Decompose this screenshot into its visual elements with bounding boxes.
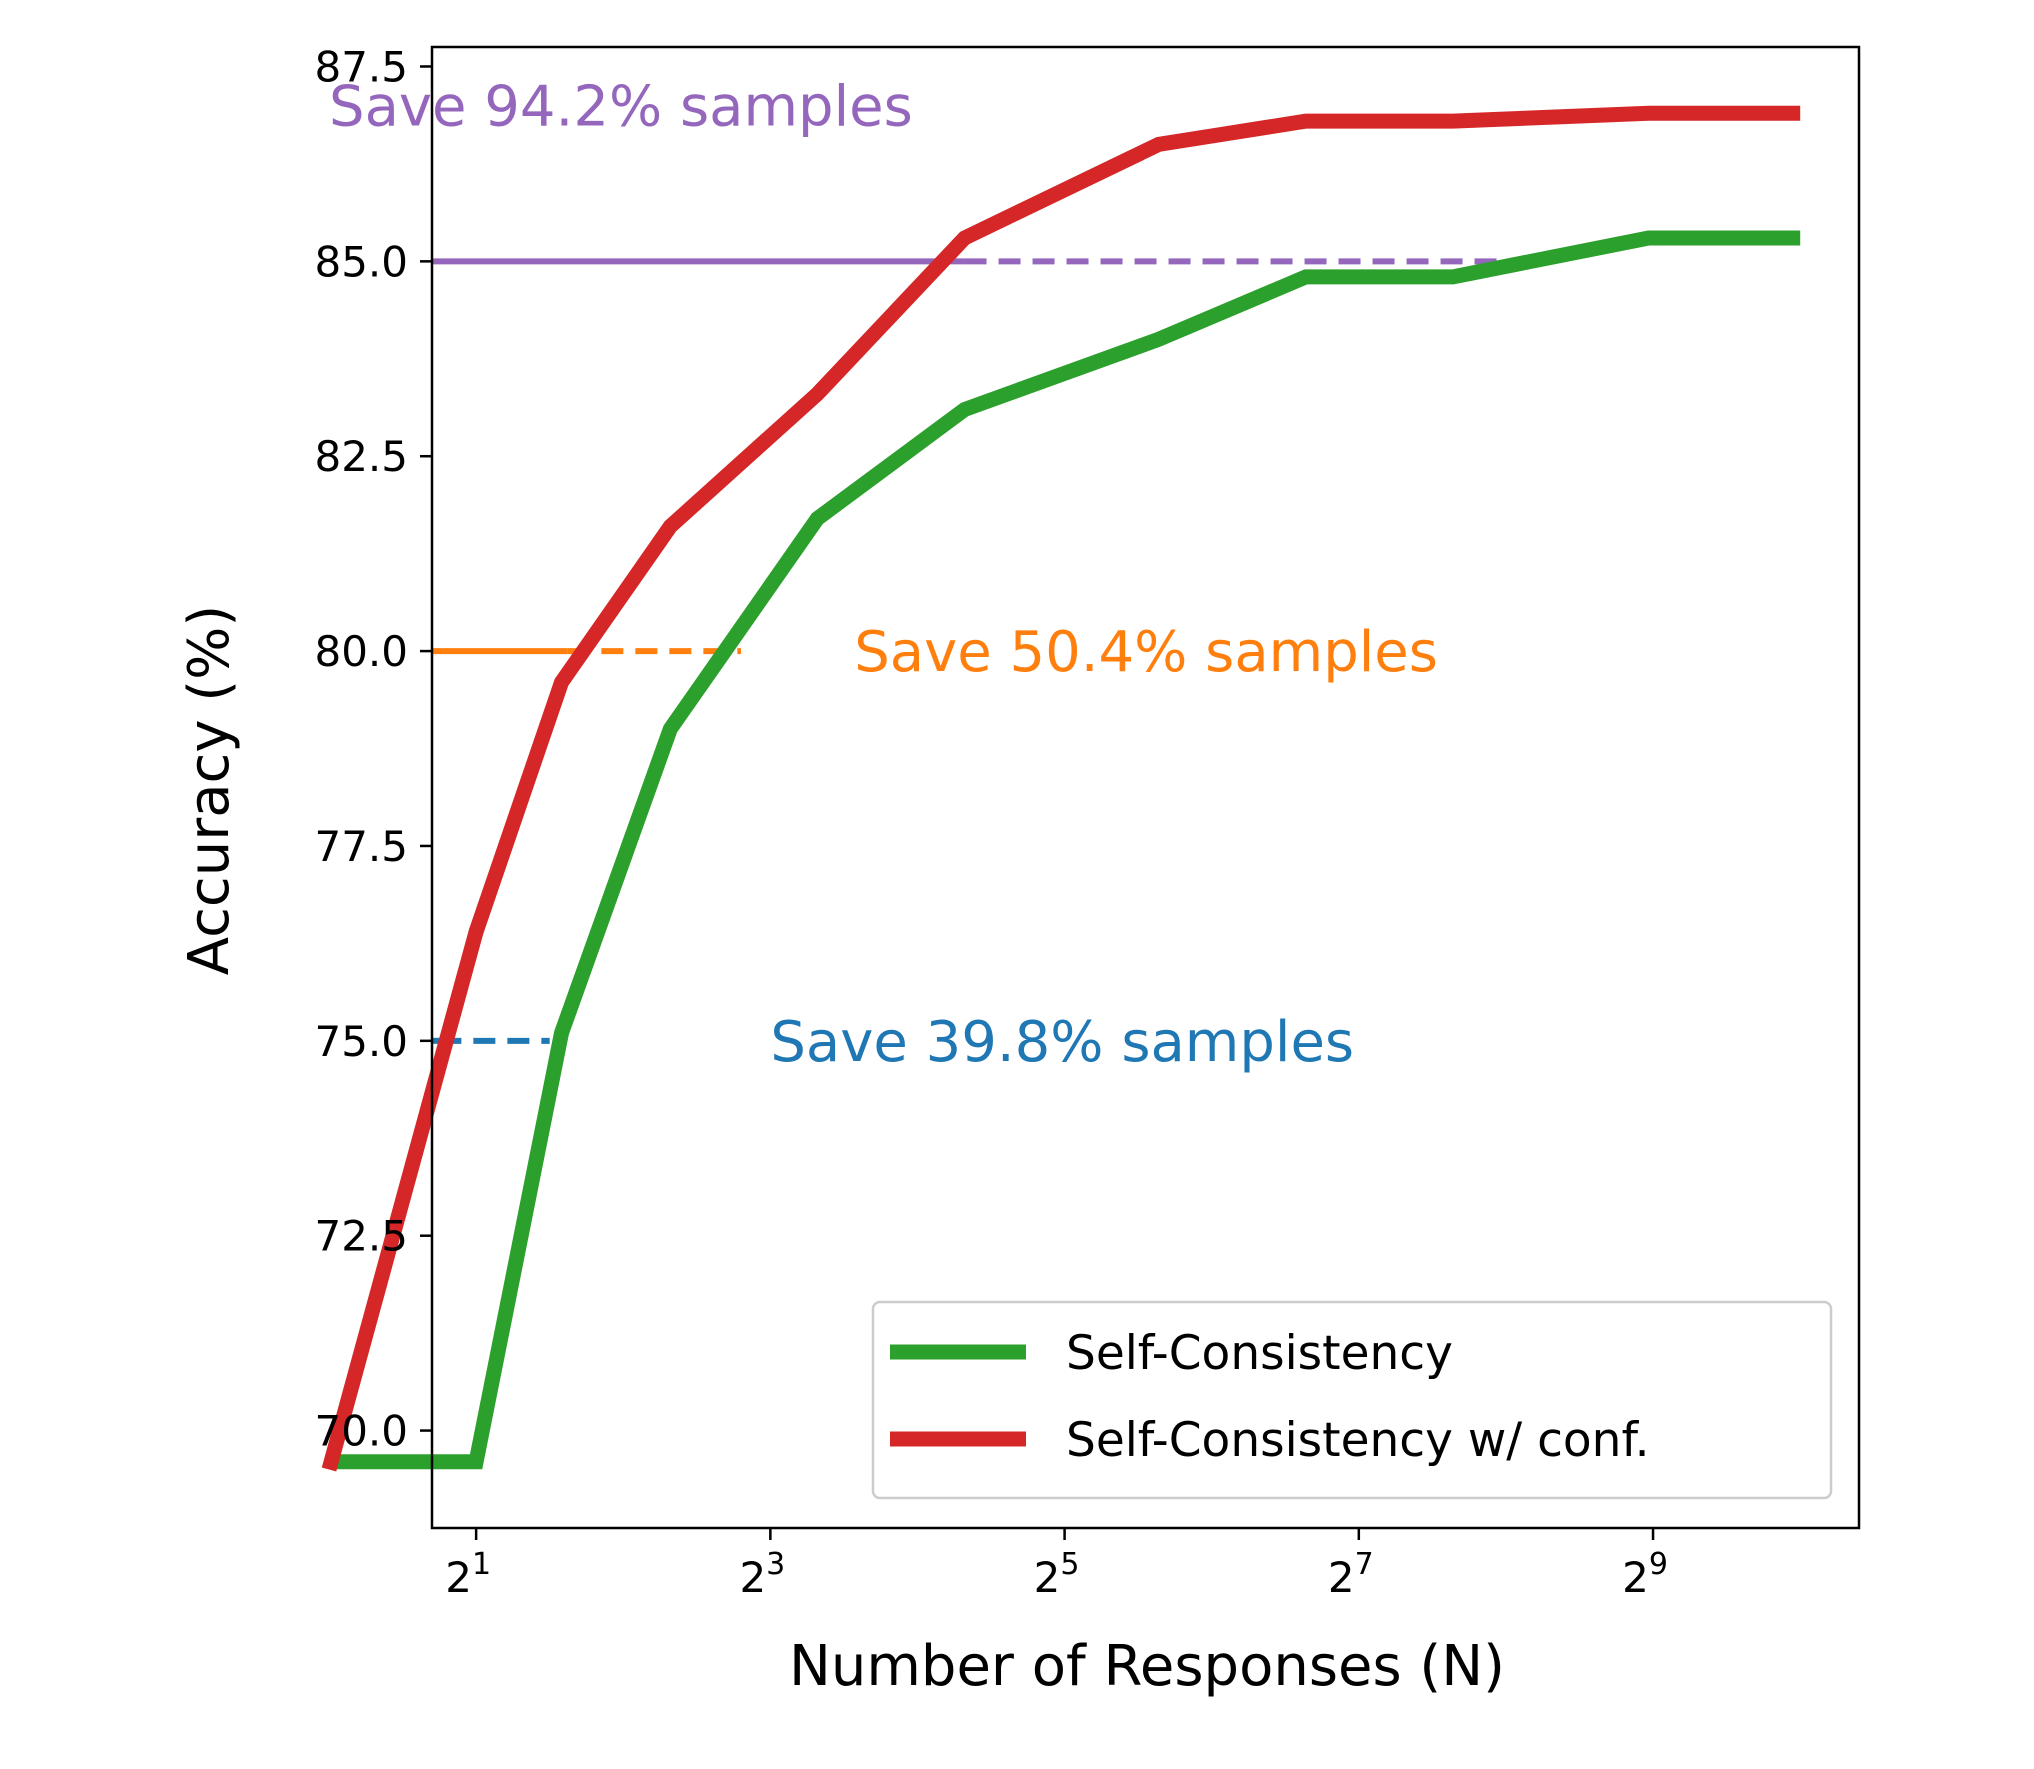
y-axis-title: Accuracy (%) bbox=[177, 605, 242, 975]
plot-background bbox=[432, 47, 1859, 1528]
y-tick-label: 85.0 bbox=[314, 237, 408, 286]
y-tick-label: 80.0 bbox=[314, 627, 408, 676]
y-tick-label: 87.5 bbox=[314, 42, 408, 91]
legend-label: Self-Consistency w/ conf. bbox=[1066, 1413, 1650, 1468]
x-tick-label: 25 bbox=[1034, 1547, 1080, 1602]
x-tick-label: 21 bbox=[445, 1547, 491, 1602]
ticks-layer: 70.0 72.5 75.0 77.5 80.0 82.5 85.0 87.5 21 23 25 27… bbox=[314, 42, 1667, 1602]
plot-area bbox=[432, 47, 1859, 1528]
series-layer bbox=[321, 105, 1801, 1472]
x-tick-label: 23 bbox=[739, 1547, 785, 1602]
threshold-annotation: Save 94.2% samples bbox=[329, 74, 913, 139]
x-axis-title: Number of Responses (N) bbox=[789, 1634, 1505, 1699]
legend: Self-Consistency Self-Consistency w/ conf… bbox=[871, 1300, 1833, 1500]
frame-layer bbox=[430, 45, 1861, 1530]
axes-frame bbox=[430, 45, 1861, 1530]
legend-label: Self-Consistency bbox=[1066, 1326, 1453, 1381]
threshold-annotation: Save 39.8% samples bbox=[770, 1010, 1354, 1075]
threshold-annotation: Save 50.4% samples bbox=[854, 620, 1438, 685]
x-tick-label: 29 bbox=[1622, 1547, 1668, 1602]
y-tick-label: 72.5 bbox=[314, 1212, 408, 1261]
annotations: Save 39.8% samples Save 50.4% samples Save… bbox=[329, 74, 1438, 1074]
y-tick-label: 70.0 bbox=[314, 1407, 408, 1456]
legend-box bbox=[871, 1300, 1833, 1500]
x-tick-label: 27 bbox=[1328, 1547, 1374, 1602]
y-tick-label: 77.5 bbox=[314, 822, 408, 871]
y-tick-label: 82.5 bbox=[314, 432, 408, 481]
y-tick-label: 75.0 bbox=[314, 1017, 408, 1066]
